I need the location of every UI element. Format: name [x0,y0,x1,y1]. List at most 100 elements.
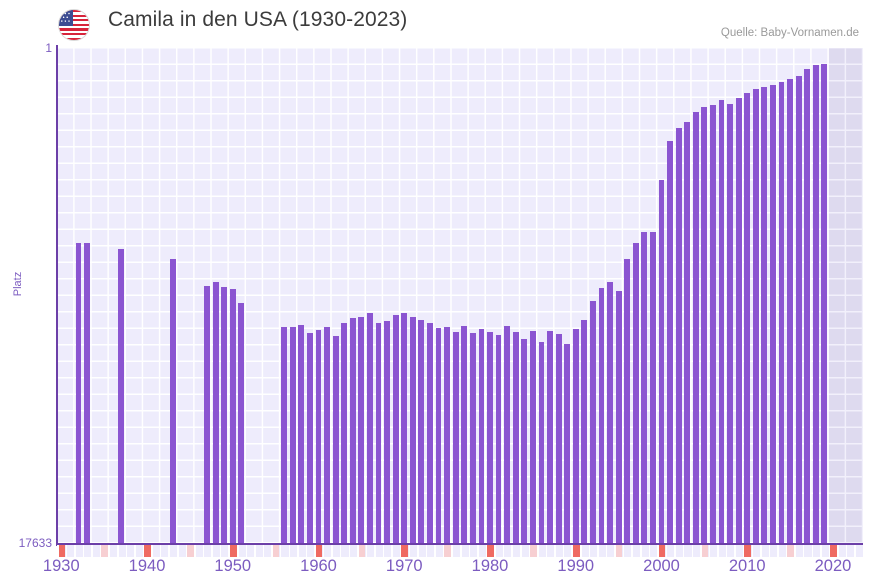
y-axis-top-label: 1 [45,41,52,55]
bar-2002[interactable] [675,127,682,543]
bar-1932[interactable] [75,242,82,543]
bar-2008[interactable] [727,103,733,543]
bar-1961[interactable] [324,327,330,543]
bar-2015[interactable] [787,79,794,543]
bar-1956[interactable] [281,327,288,543]
bar-1958[interactable] [298,325,305,543]
bar-2001[interactable] [667,140,673,543]
bar-1984[interactable] [521,338,528,543]
tick-band-separator [117,545,119,557]
bar-1970[interactable] [401,313,408,543]
bar-1994[interactable] [607,282,613,543]
bar-2000[interactable] [658,179,665,543]
bar-1989[interactable] [564,344,571,543]
bar-1979[interactable] [478,328,485,543]
bar-1992[interactable] [589,301,596,543]
tick-band-separator [451,545,453,557]
bar-2014[interactable] [778,81,785,543]
bar-1971[interactable] [409,316,416,543]
x-axis-label-2020: 2020 [814,557,852,575]
bar-1949[interactable] [221,286,228,543]
y-axis-bottom-label: 17633 [18,536,52,550]
x-axis-tick-band [57,545,863,557]
chart-header: Camila in den USA (1930-2023) Quelle: Ba… [0,0,873,48]
bar-1981[interactable] [495,335,502,543]
bar-1933[interactable] [84,242,90,543]
bar-1991[interactable] [581,320,588,543]
tick-band-separator [159,545,162,557]
x-axis-label-1960: 1960 [300,557,337,575]
bar-1964[interactable] [349,318,356,543]
bar-1977[interactable] [461,325,468,543]
bar-1983[interactable] [512,331,519,543]
bar-2013[interactable] [770,84,776,543]
bar-1980[interactable] [487,331,493,543]
bar-1950[interactable] [229,288,236,543]
bar-1986[interactable] [538,341,545,543]
x-tick-mark-2000 [658,545,666,557]
bar-1957[interactable] [289,327,296,543]
bar-1985[interactable] [529,330,536,543]
tick-band-separator [700,545,702,557]
bar-1995[interactable] [615,291,622,543]
bar-1937[interactable] [118,249,125,543]
x-tick-mark-1935 [100,545,108,557]
bar-1967[interactable] [375,322,382,543]
bar-2007[interactable] [718,99,725,543]
tick-band-separator [468,545,471,557]
bar-2016[interactable] [795,76,802,543]
flag-stripes [59,10,89,40]
x-axis-label-1950: 1950 [214,557,252,575]
bar-1975[interactable] [444,326,451,543]
bar-2012[interactable] [761,87,768,543]
bar-1993[interactable] [598,288,605,543]
bar-1973[interactable] [427,323,433,543]
tick-band-separator [314,545,316,557]
bar-1959[interactable] [307,333,313,543]
tick-band-separator [477,545,479,557]
tick-band-separator [271,545,273,557]
tick-band-separator [65,545,68,557]
bar-1966[interactable] [367,313,373,543]
bar-1962[interactable] [332,335,339,543]
bar-1972[interactable] [418,320,425,543]
tick-band-separator [134,545,136,557]
tick-band-separator [717,545,719,557]
bar-1968[interactable] [384,321,391,543]
bar-1997[interactable] [632,242,639,543]
bar-1960[interactable] [315,330,322,543]
bar-1998[interactable] [641,231,648,543]
bar-2004[interactable] [692,111,699,543]
bar-2010[interactable] [744,92,751,543]
bar-1988[interactable] [555,333,562,543]
bar-1987[interactable] [547,330,553,543]
bar-2017[interactable] [804,69,811,543]
bar-2019[interactable] [821,63,828,543]
bar-2003[interactable] [684,121,691,543]
bar-2011[interactable] [752,88,759,543]
bar-2005[interactable] [701,106,708,543]
tick-band-separator [348,545,351,557]
bar-1978[interactable] [469,332,476,543]
bar-1947[interactable] [204,285,210,543]
bar-1969[interactable] [392,314,399,543]
tick-band-separator [725,545,728,557]
x-tick-mark-1955 [272,545,280,557]
bar-2006[interactable] [710,104,716,543]
bar-1990[interactable] [572,328,579,543]
bar-1976[interactable] [452,331,459,543]
tick-band-separator [708,545,711,557]
bar-1999[interactable] [650,231,656,543]
bar-1948[interactable] [212,282,219,543]
bar-1965[interactable] [358,317,365,543]
bar-2018[interactable] [812,65,819,543]
tick-band-separator [614,545,616,557]
bar-1963[interactable] [341,323,348,543]
bar-1982[interactable] [504,326,511,543]
bar-2009[interactable] [735,98,742,543]
tick-band-separator [108,545,110,557]
bar-1996[interactable] [624,258,631,543]
bar-1974[interactable] [435,327,442,543]
bar-1951[interactable] [238,303,245,543]
bar-1943[interactable] [169,259,176,543]
